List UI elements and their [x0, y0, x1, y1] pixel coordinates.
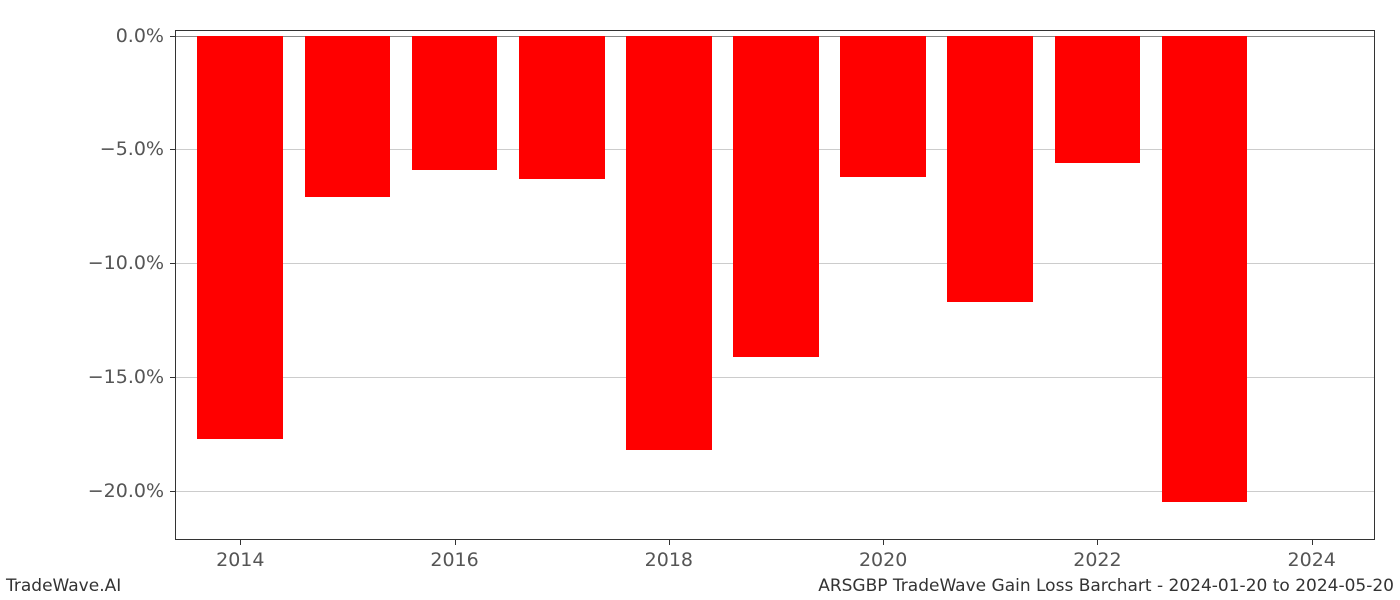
ytick-label: −20.0% — [88, 480, 176, 502]
ytick-label: −15.0% — [88, 366, 176, 388]
bar-2023 — [1162, 36, 1248, 503]
footer-caption: ARSGBP TradeWave Gain Loss Barchart - 20… — [818, 576, 1394, 596]
bar-2014 — [197, 36, 283, 439]
bar-2016 — [412, 36, 498, 170]
bar-2019 — [733, 36, 819, 357]
bar-2017 — [519, 36, 605, 179]
bar-2015 — [305, 36, 391, 198]
footer-brand: TradeWave.AI — [6, 576, 121, 596]
bar-2022 — [1055, 36, 1141, 164]
xtick-label: 2024 — [1288, 539, 1336, 571]
bar-2021 — [947, 36, 1033, 302]
bar-2018 — [626, 36, 712, 450]
ytick-label: −5.0% — [100, 138, 176, 160]
xtick-label: 2020 — [859, 539, 907, 571]
ytick-label: −10.0% — [88, 252, 176, 274]
xtick-label: 2022 — [1073, 539, 1121, 571]
ytick-label: 0.0% — [116, 25, 176, 47]
xtick-label: 2014 — [216, 539, 264, 571]
bar-2020 — [840, 36, 926, 177]
bar-chart: 0.0%−5.0%−10.0%−15.0%−20.0%2014201620182… — [175, 30, 1375, 540]
xtick-label: 2016 — [430, 539, 478, 571]
xtick-label: 2018 — [645, 539, 693, 571]
plot-area: 0.0%−5.0%−10.0%−15.0%−20.0%2014201620182… — [175, 30, 1375, 540]
